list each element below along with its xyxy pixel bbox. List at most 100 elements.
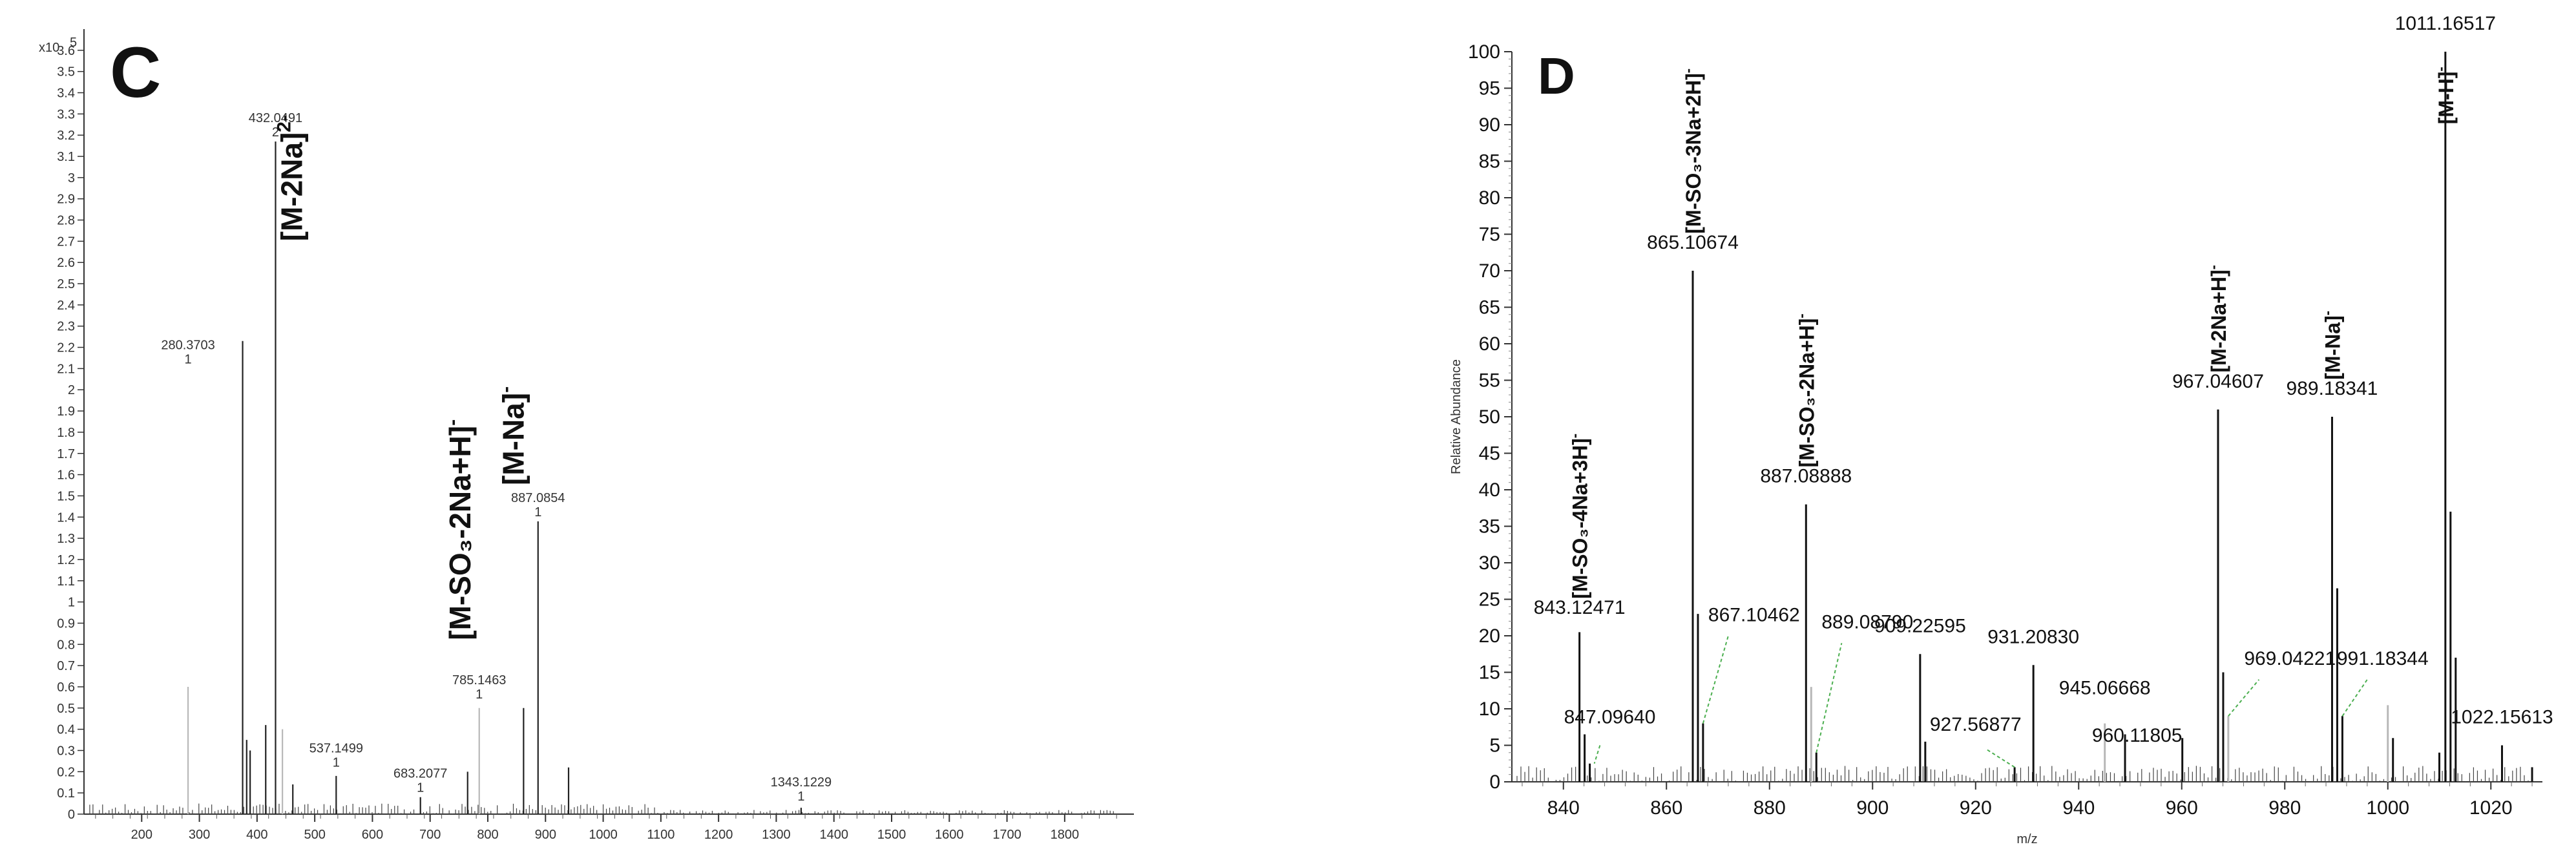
y-tick-label: 70	[1479, 260, 1500, 282]
y-tick-label: 15	[1479, 662, 1500, 684]
y-tick-label: 2.3	[57, 320, 75, 334]
y-tick-label: 0	[68, 808, 75, 822]
ion-annotation: [M-SO₃-4Na+3H]-	[1567, 434, 1592, 599]
y-tick-label: 2.9	[57, 193, 75, 207]
ion-annotation: [M-2Na]2-	[274, 115, 309, 241]
y-tick-label: 1.5	[57, 489, 75, 503]
y-tick-label: 0.5	[57, 702, 75, 716]
y-tick-label: 45	[1479, 443, 1500, 465]
peak-charge-label: 1	[797, 790, 804, 804]
x-tick-label: 1700	[992, 828, 1021, 842]
peak-mz-label: 967.04607	[2172, 371, 2264, 392]
y-tick-label: 3.2	[57, 129, 75, 143]
peak-mz-label: 927.56877	[1930, 714, 2022, 735]
ion-charge: 2-	[274, 115, 295, 132]
y-tick-label: 90	[1479, 114, 1500, 136]
y-tick-label: 100	[1468, 41, 1500, 63]
ion-charge: -	[2433, 67, 2449, 71]
x-tick-label: 940	[2062, 797, 2095, 819]
ion-annotation-text: [M-SO₃-4Na+3H]-	[1567, 434, 1592, 599]
y-tick-label: 3	[68, 171, 75, 185]
x-tick-label: 1000	[589, 828, 618, 842]
x-tick-label: 1200	[704, 828, 733, 842]
peak-charge-label: 1	[417, 781, 424, 795]
y-axis-title: Relative Abundance	[1449, 359, 1463, 474]
ion-annotation: [M-SO₃-2Na+H]-	[1793, 313, 1818, 467]
peak-mz-label: 991.18344	[2337, 648, 2429, 669]
y-tick-label: 1.1	[57, 574, 75, 589]
ion-charge: -	[1793, 313, 1809, 318]
mass-spectrum-panel-d: 840 860 880 900 920 940 960 980 1000 1020 0 5 10 15 20…	[1449, 13, 2553, 846]
isotope-leader-line	[1985, 748, 2015, 768]
y-tick-label: 3.3	[57, 107, 75, 121]
peak-charge-label: 1	[476, 687, 483, 702]
peak-mz-label: 887.0854	[511, 491, 565, 505]
ion-formula: [M-Na]	[496, 393, 530, 485]
x-tick-label: 600	[362, 828, 383, 842]
isotope-leader-line	[1702, 635, 1729, 724]
isotope-leader-line	[1816, 643, 1843, 753]
y-tick-label: 75	[1479, 224, 1500, 246]
x-tick-label: 1020	[2469, 797, 2513, 819]
y-tick-label: 2.6	[57, 256, 75, 270]
y-tick-label: 40	[1479, 479, 1500, 501]
x-tick-label: 880	[1754, 797, 1786, 819]
panel-label: C	[110, 33, 161, 112]
x-tick-label: 980	[2268, 797, 2301, 819]
ion-annotation-text: [M-Na]-	[495, 386, 530, 485]
peak-mz-label: 1022.15613	[2451, 707, 2553, 728]
peak-mz-label: 887.08888	[1760, 466, 1852, 487]
y-tick-label: 1.9	[57, 404, 75, 419]
peak-charge-label: 1	[333, 755, 340, 770]
ion-charge: -	[442, 419, 463, 426]
ion-charge: -	[1680, 68, 1696, 73]
y-tick-label: 1.4	[57, 510, 75, 525]
y-tick-label: 3.1	[57, 150, 75, 164]
y-tick-label: 95	[1479, 78, 1500, 100]
y-tick-label: 0	[1489, 771, 1500, 793]
x-tick-label: 900	[535, 828, 556, 842]
ion-annotation-text: [M-SO₃-2Na+H]-	[1793, 313, 1818, 467]
isotope-leader-line	[2341, 679, 2368, 717]
y-tick-label: 30	[1479, 552, 1500, 574]
peak-mz-label: 867.10462	[1708, 604, 1800, 625]
y-tick-label: 1.8	[57, 426, 75, 440]
peak-mz-label: 1011.16517	[2395, 13, 2496, 34]
x-tick-label: 800	[477, 828, 498, 842]
y-tick-label: 85	[1479, 151, 1500, 173]
peak-mz-label: 537.1499	[309, 741, 363, 755]
peak-mz-label: 889.08790	[1821, 612, 1913, 633]
y-tick-label: 1.6	[57, 468, 75, 483]
y-tick-label: 2	[68, 383, 75, 397]
y-tick-label: 0.2	[57, 765, 75, 779]
y-tick-label: 35	[1479, 516, 1500, 538]
y-multiplier-exponent: 5	[70, 36, 77, 50]
x-axis-title: m/z	[2016, 832, 2037, 846]
ion-annotation-text: [M-2Na]2-	[274, 115, 309, 241]
peak-mz-label: 843.12471	[1534, 597, 1626, 618]
isotope-leader-line	[1593, 745, 1601, 764]
ion-formula: [M-Na]	[2321, 315, 2344, 380]
y-tick-label: 2.7	[57, 235, 75, 249]
x-tick-label: 400	[246, 828, 267, 842]
y-tick-label: 2.1	[57, 362, 75, 376]
x-tick-label: 1300	[762, 828, 791, 842]
ion-annotation: [M-H]-	[2433, 67, 2458, 124]
peak-mz-label: 280.3703	[161, 338, 215, 352]
ion-annotation-text: [M-SO₃-2Na+H]-	[442, 419, 477, 640]
y-tick-label: 1.7	[57, 447, 75, 461]
x-tick-label: 200	[131, 828, 152, 842]
y-tick-label: 0.4	[57, 723, 75, 737]
ion-charge: -	[1567, 434, 1583, 438]
y-tick-label: 2.4	[57, 299, 75, 313]
y-tick-label: 65	[1479, 297, 1500, 319]
y-tick-label: 1	[68, 596, 75, 610]
ion-formula: [M-2Na]	[275, 132, 309, 242]
x-tick-label: 700	[419, 828, 441, 842]
x-tick-label: 840	[1547, 797, 1580, 819]
y-tick-label: 0.8	[57, 638, 75, 652]
y-tick-label: 0.9	[57, 616, 75, 631]
x-tick-label: 1400	[819, 828, 848, 842]
peak-mz-label: 960.11805	[2092, 725, 2183, 746]
